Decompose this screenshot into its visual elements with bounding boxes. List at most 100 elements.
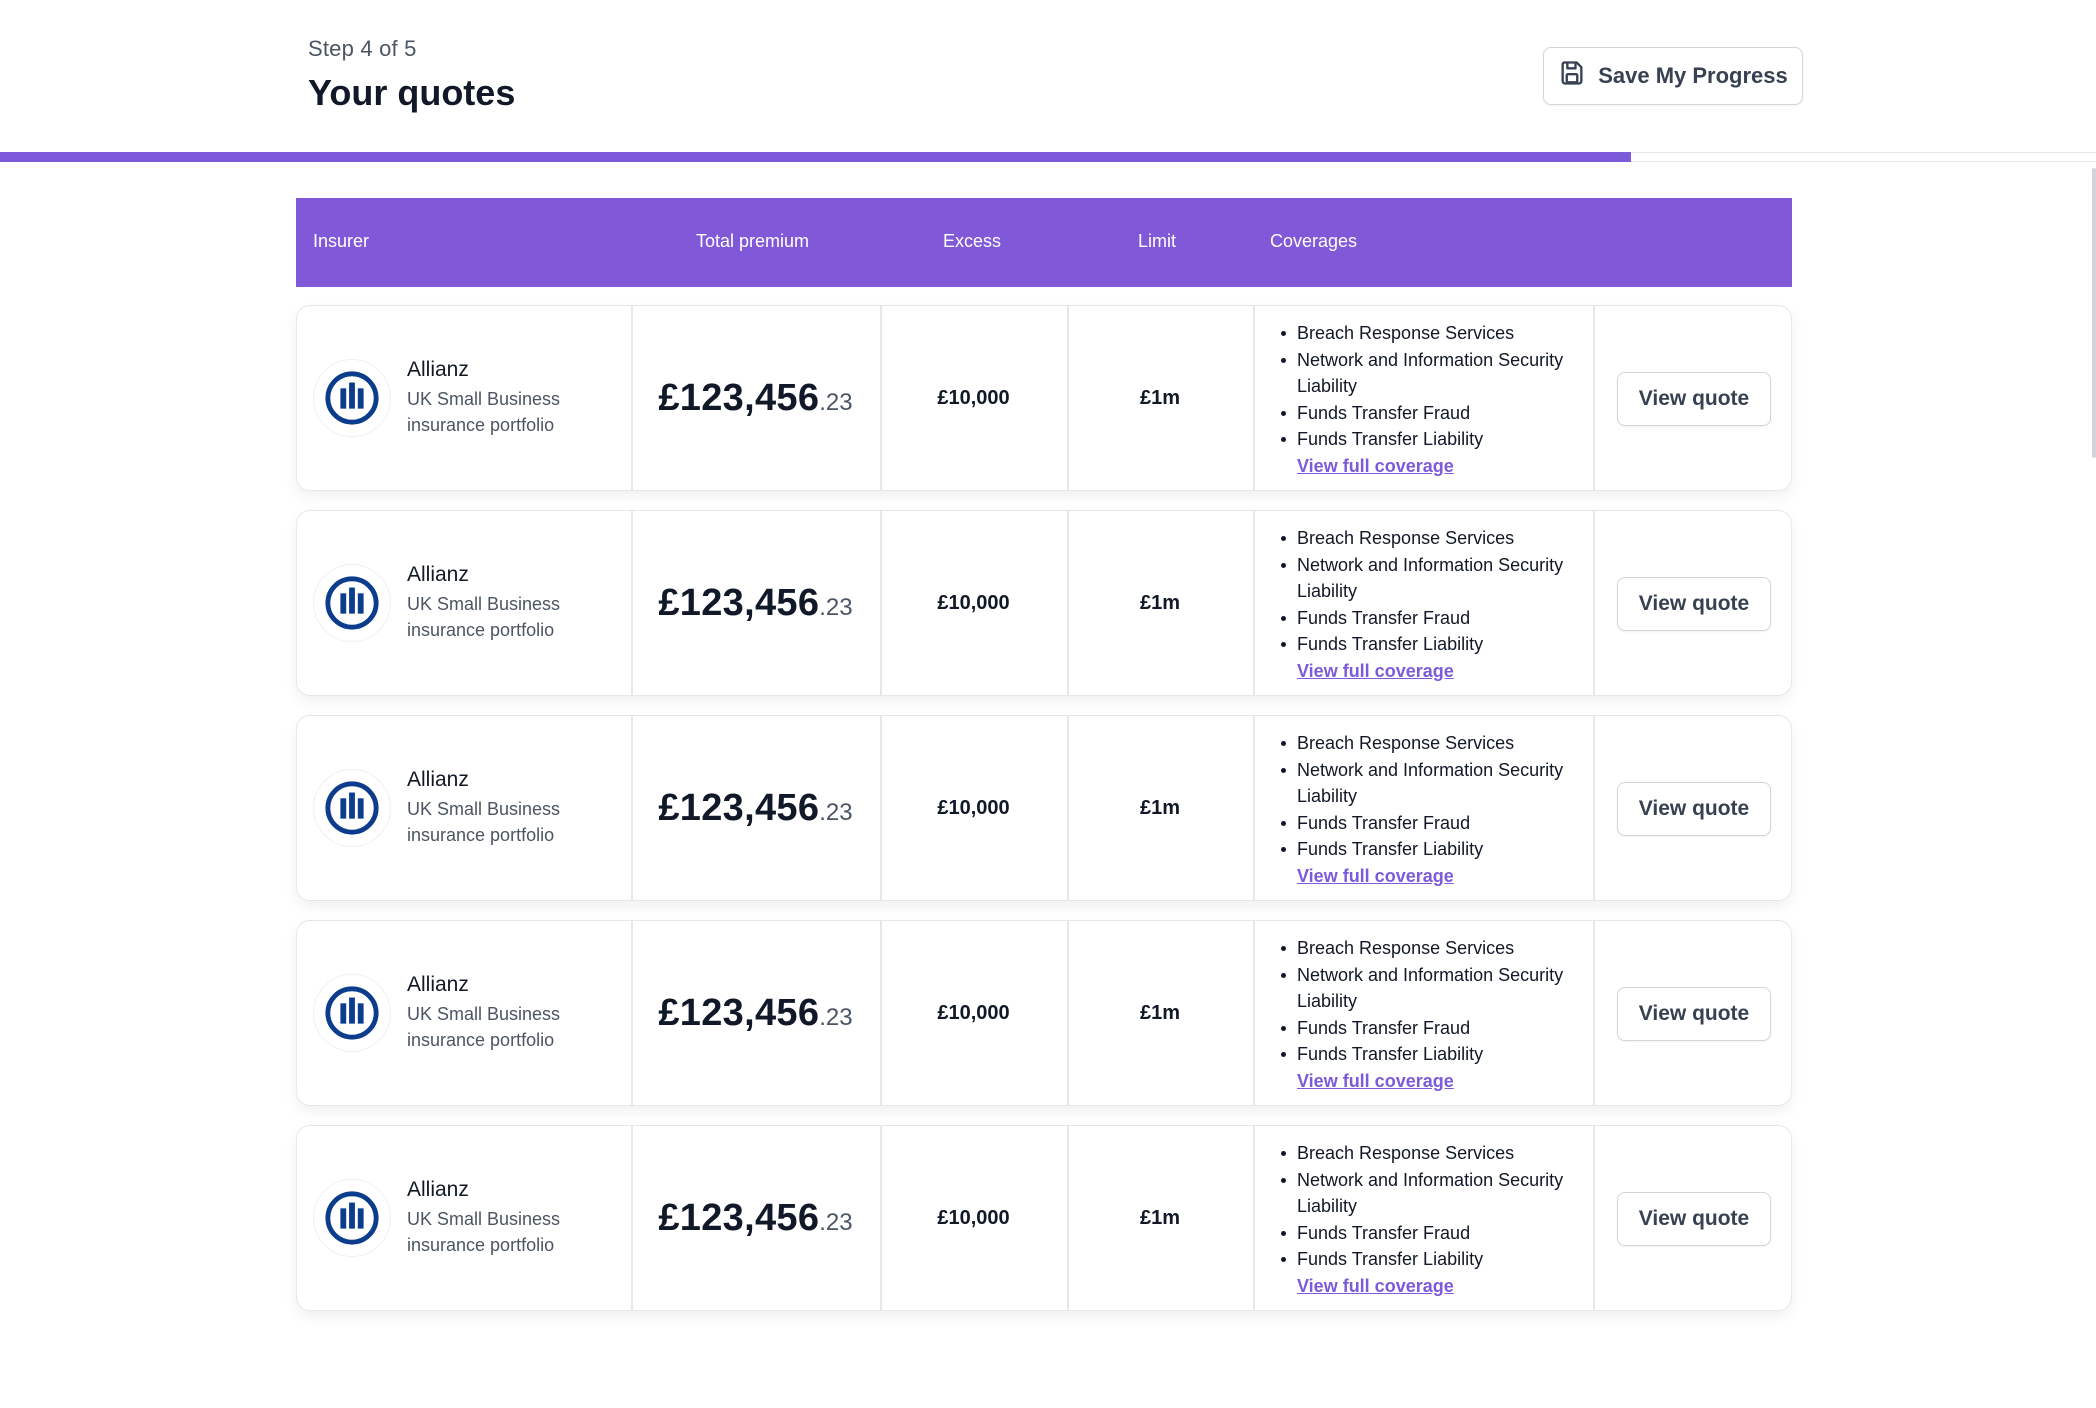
excess-value: £10,000 bbox=[937, 1206, 1010, 1229]
coverage-list: Breach Response Services Network and Inf… bbox=[1281, 320, 1581, 479]
allianz-logo-icon bbox=[313, 564, 391, 642]
allianz-logo-icon bbox=[313, 359, 391, 437]
quote-row: Allianz UK Small Business insurance port… bbox=[296, 1125, 1792, 1311]
premium-decimal: .23 bbox=[819, 1004, 853, 1031]
quote-row: Allianz UK Small Business insurance port… bbox=[296, 510, 1792, 696]
column-header-excess: Excess bbox=[943, 231, 1002, 251]
insurer-name: Allianz bbox=[407, 563, 469, 586]
insurer-name: Allianz bbox=[407, 358, 469, 381]
limit-cell: £1m bbox=[1067, 1126, 1253, 1310]
coverage-item: Breach Response Services bbox=[1281, 730, 1581, 757]
coverage-item: Network and Information Security Liabili… bbox=[1281, 757, 1581, 810]
coverage-item: Funds Transfer Liability bbox=[1281, 426, 1581, 453]
column-divider bbox=[1593, 1126, 1595, 1310]
floppy-disk-icon bbox=[1558, 59, 1586, 93]
premium-cell: £123,456.23 bbox=[631, 511, 880, 695]
column-divider bbox=[631, 921, 633, 1105]
view-quote-button[interactable]: View quote bbox=[1617, 1192, 1771, 1246]
premium-decimal: .23 bbox=[819, 389, 853, 416]
view-quote-button[interactable]: View quote bbox=[1617, 372, 1771, 426]
column-divider bbox=[1253, 511, 1255, 695]
column-divider bbox=[631, 716, 633, 900]
allianz-logo-icon bbox=[313, 769, 391, 847]
premium-cell: £123,456.23 bbox=[631, 1126, 880, 1310]
insurer-name: Allianz bbox=[407, 768, 469, 791]
view-quote-button[interactable]: View quote bbox=[1617, 987, 1771, 1041]
insurer-name: Allianz bbox=[407, 973, 469, 996]
column-divider bbox=[880, 921, 882, 1105]
coverage-item: Funds Transfer Fraud bbox=[1281, 400, 1581, 427]
excess-cell: £10,000 bbox=[880, 511, 1067, 695]
view-full-coverage-link[interactable]: View full coverage bbox=[1297, 1275, 1454, 1296]
column-divider bbox=[631, 306, 633, 490]
coverage-item: Breach Response Services bbox=[1281, 1140, 1581, 1167]
column-divider bbox=[631, 1126, 633, 1310]
coverage-item: Breach Response Services bbox=[1281, 320, 1581, 347]
limit-cell: £1m bbox=[1067, 716, 1253, 900]
column-header-limit: Limit bbox=[1138, 231, 1177, 251]
premium-decimal: .23 bbox=[819, 1209, 853, 1236]
coverage-item: Network and Information Security Liabili… bbox=[1281, 552, 1581, 605]
view-full-coverage-link[interactable]: View full coverage bbox=[1297, 660, 1454, 681]
coverages-cell: Breach Response Services Network and Inf… bbox=[1253, 1126, 1593, 1310]
column-divider bbox=[631, 511, 633, 695]
coverage-item: Network and Information Security Liabili… bbox=[1281, 962, 1581, 1015]
coverages-cell: Breach Response Services Network and Inf… bbox=[1253, 511, 1593, 695]
page-header: Step 4 of 5 Your quotes Save My Progress bbox=[0, 0, 2096, 152]
coverage-item: Network and Information Security Liabili… bbox=[1281, 1167, 1581, 1220]
column-divider bbox=[1593, 921, 1595, 1105]
column-divider bbox=[1253, 306, 1255, 490]
insurer-cell: Allianz UK Small Business insurance port… bbox=[297, 511, 631, 695]
insurer-cell: Allianz UK Small Business insurance port… bbox=[297, 716, 631, 900]
column-divider bbox=[1067, 921, 1069, 1105]
view-quote-button[interactable]: View quote bbox=[1617, 782, 1771, 836]
view-full-coverage-link[interactable]: View full coverage bbox=[1297, 865, 1454, 886]
coverage-item: Funds Transfer Liability bbox=[1281, 1041, 1581, 1068]
premium-amount: £123,456 bbox=[658, 376, 820, 419]
column-divider bbox=[1253, 716, 1255, 900]
coverage-list: Breach Response Services Network and Inf… bbox=[1281, 525, 1581, 684]
total-premium: £123,456.23 bbox=[631, 716, 880, 900]
premium-amount: £123,456 bbox=[658, 991, 820, 1034]
quote-row: Allianz UK Small Business insurance port… bbox=[296, 715, 1792, 901]
allianz-logo-icon bbox=[313, 1179, 391, 1257]
column-divider bbox=[880, 306, 882, 490]
coverage-item: Funds Transfer Liability bbox=[1281, 1246, 1581, 1273]
coverage-item: Funds Transfer Fraud bbox=[1281, 1220, 1581, 1247]
excess-cell: £10,000 bbox=[880, 921, 1067, 1105]
insurer-description: UK Small Business insurance portfolio bbox=[407, 1209, 561, 1255]
limit-value: £1m bbox=[1139, 1001, 1181, 1024]
coverage-item: Funds Transfer Fraud bbox=[1281, 605, 1581, 632]
quote-rows: Allianz UK Small Business insurance port… bbox=[296, 305, 1792, 1330]
excess-value: £10,000 bbox=[937, 1001, 1010, 1024]
column-divider bbox=[1253, 1126, 1255, 1310]
coverages-cell: Breach Response Services Network and Inf… bbox=[1253, 921, 1593, 1105]
column-divider bbox=[1593, 716, 1595, 900]
action-cell: View quote bbox=[1593, 716, 1793, 900]
column-divider bbox=[1067, 511, 1069, 695]
limit-cell: £1m bbox=[1067, 511, 1253, 695]
action-cell: View quote bbox=[1593, 1126, 1793, 1310]
coverages-cell: Breach Response Services Network and Inf… bbox=[1253, 306, 1593, 490]
excess-value: £10,000 bbox=[937, 591, 1010, 614]
limit-value: £1m bbox=[1139, 591, 1181, 614]
coverage-item: Funds Transfer Liability bbox=[1281, 836, 1581, 863]
save-progress-button[interactable]: Save My Progress bbox=[1543, 47, 1803, 105]
insurer-description: UK Small Business insurance portfolio bbox=[407, 799, 561, 845]
column-divider bbox=[1593, 511, 1595, 695]
insurer-description: UK Small Business insurance portfolio bbox=[407, 389, 561, 435]
insurer-description: UK Small Business insurance portfolio bbox=[407, 1004, 561, 1050]
view-full-coverage-link[interactable]: View full coverage bbox=[1297, 455, 1454, 476]
action-cell: View quote bbox=[1593, 306, 1793, 490]
view-full-coverage-link[interactable]: View full coverage bbox=[1297, 1070, 1454, 1091]
coverage-item: Funds Transfer Fraud bbox=[1281, 1015, 1581, 1042]
column-divider bbox=[880, 511, 882, 695]
limit-value: £1m bbox=[1139, 796, 1181, 819]
excess-cell: £10,000 bbox=[880, 1126, 1067, 1310]
scrollbar-thumb[interactable] bbox=[2092, 168, 2096, 458]
insurer-name: Allianz bbox=[407, 1178, 469, 1201]
view-quote-button[interactable]: View quote bbox=[1617, 577, 1771, 631]
progress-bar-fill bbox=[0, 152, 1631, 162]
insurer-cell: Allianz UK Small Business insurance port… bbox=[297, 306, 631, 490]
